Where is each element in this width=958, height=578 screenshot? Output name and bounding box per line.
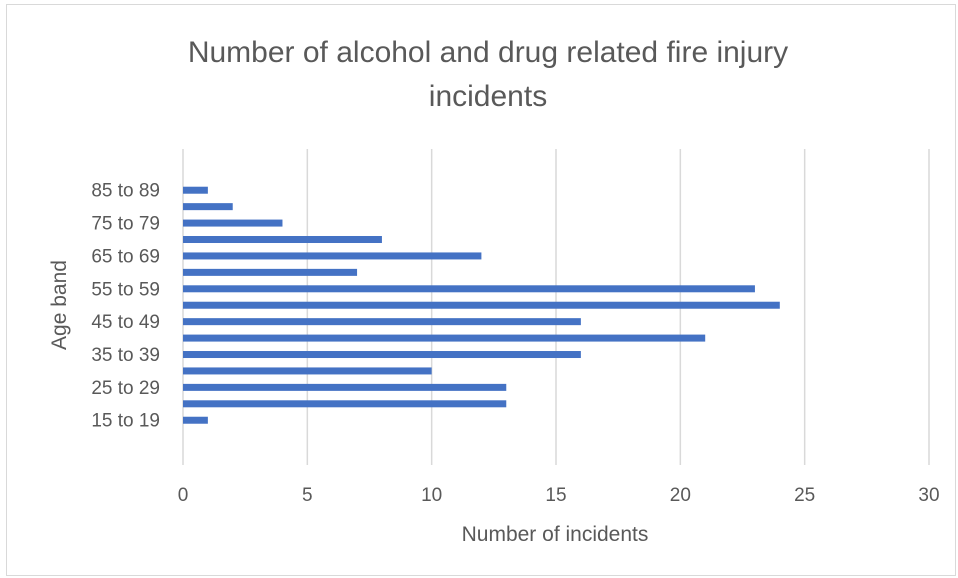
bar-45-to-49 bbox=[183, 318, 581, 326]
x-tick-label-30: 30 bbox=[918, 485, 939, 506]
x-axis-tick-labels: 0 5 10 15 20 25 30 bbox=[178, 485, 940, 506]
x-tick-label-5: 5 bbox=[302, 485, 313, 506]
x-tick-label-15: 15 bbox=[545, 485, 566, 506]
bar-40-to-44 bbox=[183, 334, 706, 342]
y-axis-tick-labels: 15 to 19 25 to 29 35 to 39 45 to 49 55 to 59… bbox=[91, 181, 160, 432]
chart-title-line-2: incidents bbox=[429, 80, 547, 113]
bar-60-to-64 bbox=[183, 268, 358, 276]
bars bbox=[183, 186, 780, 424]
y-tick-label-45-to-49: 45 to 49 bbox=[91, 312, 160, 333]
bar-30-to-34 bbox=[183, 367, 432, 375]
chart-title-line-1: Number of alcohol and drug related fire … bbox=[188, 36, 788, 69]
bar-85-to-89 bbox=[183, 186, 208, 194]
bar-15-to-19 bbox=[183, 416, 208, 424]
y-tick-label-65-to-69: 65 to 69 bbox=[91, 246, 160, 267]
bar-80-to-84 bbox=[183, 203, 233, 211]
bar-20-to-24 bbox=[183, 400, 507, 408]
bar-50-to-54 bbox=[183, 301, 780, 309]
bar-25-to-29 bbox=[183, 383, 507, 391]
bar-75-to-79 bbox=[183, 219, 283, 227]
x-tick-label-20: 20 bbox=[670, 485, 691, 506]
y-axis-title: Age band bbox=[48, 260, 71, 350]
y-tick-label-55-to-59: 55 to 59 bbox=[91, 279, 160, 300]
y-tick-label-85-to-89: 85 to 89 bbox=[91, 181, 160, 202]
y-tick-label-25-to-29: 25 to 29 bbox=[91, 378, 160, 399]
bar-70-to-74 bbox=[183, 236, 382, 244]
x-tick-label-25: 25 bbox=[794, 485, 815, 506]
y-tick-label-35-to-39: 35 to 39 bbox=[91, 345, 160, 366]
bar-55-to-59 bbox=[183, 285, 755, 293]
y-tick-label-75-to-79: 75 to 79 bbox=[91, 214, 160, 235]
x-tick-label-0: 0 bbox=[178, 485, 189, 506]
x-axis-title: Number of incidents bbox=[462, 523, 649, 546]
x-tick-label-10: 10 bbox=[421, 485, 442, 506]
chart-title: Number of alcohol and drug related fire … bbox=[188, 36, 788, 113]
bar-65-to-69 bbox=[183, 252, 482, 260]
y-tick-label-15-to-19: 15 to 19 bbox=[91, 411, 160, 432]
bar-35-to-39 bbox=[183, 351, 581, 359]
